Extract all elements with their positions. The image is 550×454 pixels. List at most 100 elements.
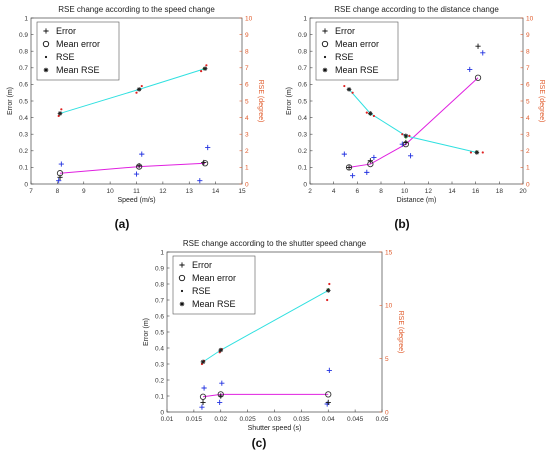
legend-marker [179,262,185,268]
y-tick-label: 0 [160,409,164,416]
legend-entry: Error [56,26,76,36]
data-point [402,141,409,148]
data-point [367,160,374,168]
data-point [346,87,352,92]
mean-rse-line [348,89,477,153]
x-tick-label: 0.01 [161,416,174,423]
y2-tick-label: 10 [526,15,534,22]
x-tick-label: 14 [448,188,456,195]
chart-title: RSE change according to the shutter spee… [183,239,367,248]
legend-marker [321,40,329,48]
y-tick-label: 0.7 [298,65,307,72]
legend-marker [322,28,328,34]
y-tick-label: 0.1 [155,393,164,400]
legend-marker [43,28,49,34]
data-point [350,173,356,179]
data-point [60,108,63,111]
x-tick-label: 10 [401,188,409,195]
data-point [475,43,481,49]
x-tick-label: 20 [519,188,527,195]
data-point [56,178,62,184]
x-tick-label: 0.02 [214,416,227,423]
data-point [399,141,405,147]
data-point [135,163,143,170]
x-tick-label: 14 [212,188,220,195]
data-point [372,114,375,118]
y2-tick-label: 1 [245,165,249,172]
chart-panel-a: RSE change according to the speed change… [7,5,264,231]
data-point [345,164,353,171]
x-tick-label: 11 [133,188,140,195]
x-tick-label: 7 [29,188,33,195]
y2-tick-label: 0 [385,409,389,416]
y-tick-label: 0.2 [298,148,307,155]
legend-entry: Mean error [56,39,100,49]
legend-marker [322,67,328,73]
data-point [56,170,64,177]
mean-error-line [59,162,206,174]
y-tick-label: 0.7 [155,297,164,304]
legend-entry: Mean error [192,273,236,283]
chart-title: RSE change according to the speed change [58,5,215,14]
y-tick-label: 0.4 [298,115,307,122]
y-tick-label: 1 [160,249,164,256]
y2-tick-label: 5 [526,98,530,105]
data-point [57,111,63,116]
data-point [365,111,368,114]
data-point [346,164,352,170]
data-point [325,391,332,398]
y-tick-label: 0 [303,181,307,188]
x-tick-label: 0.025 [239,416,256,423]
data-point [467,66,473,73]
y-tick-label: 0.9 [298,32,307,39]
mean-error-line [348,77,479,168]
data-point [325,288,331,293]
y-axis-label: Error (m) [143,318,150,346]
y-tick-label: 0.3 [298,132,307,139]
data-point [136,87,142,92]
y2-tick-label: 2 [526,148,530,155]
y2-axis-label: RSE (degree) [257,80,264,123]
data-point [200,359,206,365]
x-tick-label: 9 [82,188,86,195]
data-point [326,367,332,373]
data-point [408,134,411,137]
legend-marker [179,301,185,307]
data-point [218,347,224,353]
y-tick-label: 0.8 [298,49,307,56]
y2-tick-label: 5 [245,98,249,105]
x-tick-label: 0.03 [268,416,281,423]
y2-tick-label: 4 [245,115,249,122]
data-point [135,91,138,94]
data-point [481,151,484,154]
legend-box [172,255,256,315]
data-point [341,151,347,157]
x-tick-label: 18 [496,188,504,195]
y-tick-label: 0.2 [155,377,164,384]
x-tick-label: 6 [356,188,360,195]
data-point [326,298,329,302]
data-point [474,150,480,155]
y-tick-label: 0.2 [19,148,28,155]
y2-tick-label: 5 [385,356,389,363]
data-point [201,160,209,167]
y2-tick-label: 10 [245,15,253,22]
x-tick-label: 15 [238,188,246,195]
legend-entry: RSE [56,52,75,62]
y2-tick-label: 0 [245,181,249,188]
legend-entry: Mean RSE [192,299,236,309]
y-tick-label: 0.3 [155,361,164,368]
data-point [407,153,414,159]
y-tick-label: 0.9 [19,32,28,39]
panel-label: (c) [252,436,267,450]
legend-entry: Error [335,26,355,36]
data-point [217,399,223,405]
data-point [200,70,203,73]
panel-label: (a) [115,217,130,231]
chart-panel-b: RSE change according to the distance cha… [286,5,545,231]
y2-tick-label: 9 [526,32,530,39]
y-tick-label: 0.6 [298,82,307,89]
data-point [351,91,354,94]
x-tick-label: 13 [186,188,194,195]
